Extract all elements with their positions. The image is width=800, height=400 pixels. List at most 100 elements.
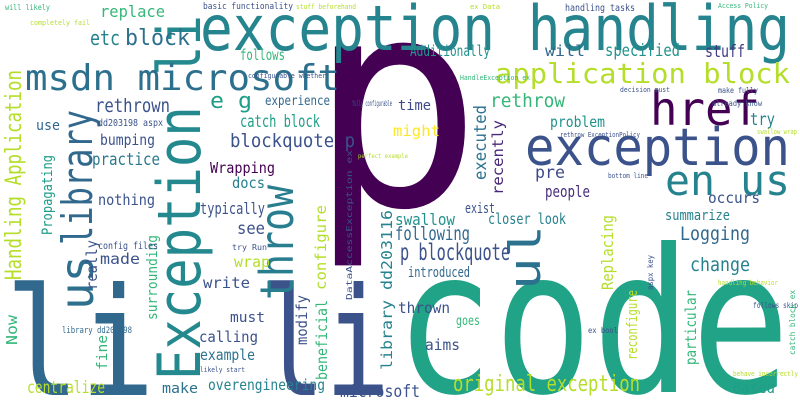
word: particular xyxy=(682,290,700,365)
word: people xyxy=(545,182,590,201)
word: aims xyxy=(425,336,460,354)
word: decision must xyxy=(620,86,670,94)
word: library dd203116 xyxy=(378,210,396,370)
word: rethrow xyxy=(490,90,566,112)
word: throw xyxy=(250,185,304,300)
word: follows skip xyxy=(753,301,798,310)
word: handling tasks xyxy=(565,3,635,14)
word: DataAccessException ex xyxy=(345,150,354,300)
word: p blockquote xyxy=(400,240,510,266)
word: exist xyxy=(465,201,495,217)
word: typically xyxy=(200,199,265,218)
word: fine xyxy=(95,335,111,370)
word: must xyxy=(230,310,265,326)
word: stuff xyxy=(705,42,745,62)
word: p xyxy=(308,0,483,274)
word: swallow xyxy=(395,210,455,229)
word: Wrapping xyxy=(210,159,275,177)
word: experience xyxy=(265,94,330,109)
word: change xyxy=(690,254,750,276)
word: code xyxy=(395,207,790,400)
word: executed xyxy=(471,105,491,180)
word: configure xyxy=(312,205,330,290)
word: beneficial xyxy=(313,300,331,380)
word: specified xyxy=(605,41,680,61)
word: aspx key xyxy=(646,255,655,290)
word: ex bool xyxy=(588,326,618,335)
word: href xyxy=(650,82,760,136)
word: stuff beforehand xyxy=(296,3,356,11)
word: occurs xyxy=(708,189,760,207)
word: try Run xyxy=(232,243,267,252)
word: make fully xyxy=(718,86,758,95)
word: en us xyxy=(665,156,790,205)
word: surrounding xyxy=(145,235,161,320)
word: Based xyxy=(733,379,775,397)
word: will xyxy=(545,42,585,60)
word: blockquote p xyxy=(230,130,355,152)
word: already know xyxy=(712,99,762,108)
word: e g xyxy=(210,89,252,114)
word: rethrown xyxy=(95,95,170,117)
word: introduced xyxy=(408,265,470,281)
word: exception xyxy=(525,118,790,178)
word: follows xyxy=(240,46,285,64)
word: Replacing xyxy=(598,215,617,290)
word: catch block ex xyxy=(788,290,797,355)
word: HandleException ex xyxy=(460,74,530,82)
word: time xyxy=(398,98,431,114)
word: really xyxy=(83,240,101,290)
word: Handling Application xyxy=(2,70,27,280)
word: msdn microsoft xyxy=(25,58,340,99)
word: nothing xyxy=(98,191,155,209)
word: thrown xyxy=(398,299,450,317)
word: recently xyxy=(489,120,507,195)
word: original exception xyxy=(453,372,640,397)
word: li xyxy=(5,257,155,400)
word: ul xyxy=(500,225,551,290)
word: Now xyxy=(3,314,21,345)
word: li xyxy=(260,257,390,400)
word: config files xyxy=(98,241,158,252)
word: basic functionality xyxy=(203,2,294,12)
word: library xyxy=(53,110,102,245)
word: calling xyxy=(199,328,258,346)
word: library dd203198 xyxy=(62,326,132,336)
word: fully configurable xyxy=(352,99,392,108)
word: might xyxy=(393,122,440,140)
word: docs xyxy=(232,174,265,192)
word: rethrow ExceptionPolicy xyxy=(560,131,640,139)
word: microsoft xyxy=(340,382,420,400)
word: make xyxy=(162,381,198,397)
word: behave incorrectly xyxy=(733,370,798,378)
word: exception handling xyxy=(200,0,790,65)
word: write xyxy=(203,274,250,292)
word: application block xyxy=(495,57,790,90)
word: Additionally xyxy=(410,42,490,60)
word: wrap xyxy=(234,253,270,271)
word: Logging xyxy=(680,223,750,245)
word: use xyxy=(36,118,60,134)
word: see xyxy=(237,219,265,239)
word: following xyxy=(395,223,470,245)
word: will likely xyxy=(5,3,50,12)
word: try xyxy=(750,110,775,130)
word: likely start xyxy=(200,366,245,374)
word: Exception li xyxy=(145,15,215,380)
word: modify xyxy=(293,295,311,345)
word: closer look xyxy=(488,210,566,228)
word: bottom line xyxy=(608,172,648,180)
word: overengineering xyxy=(208,376,325,394)
word: dd203198 aspx xyxy=(98,118,163,129)
word: goes xyxy=(456,314,480,329)
word: practice xyxy=(92,150,160,170)
word: centralize xyxy=(27,378,105,398)
word: example xyxy=(200,346,255,364)
word: handling behavior xyxy=(718,279,778,287)
word: summarize xyxy=(665,208,730,224)
word: pre xyxy=(535,163,565,183)
word: configurable whether xyxy=(248,72,326,80)
word: catch block xyxy=(240,112,320,132)
word: swallow wrap xyxy=(757,128,797,136)
